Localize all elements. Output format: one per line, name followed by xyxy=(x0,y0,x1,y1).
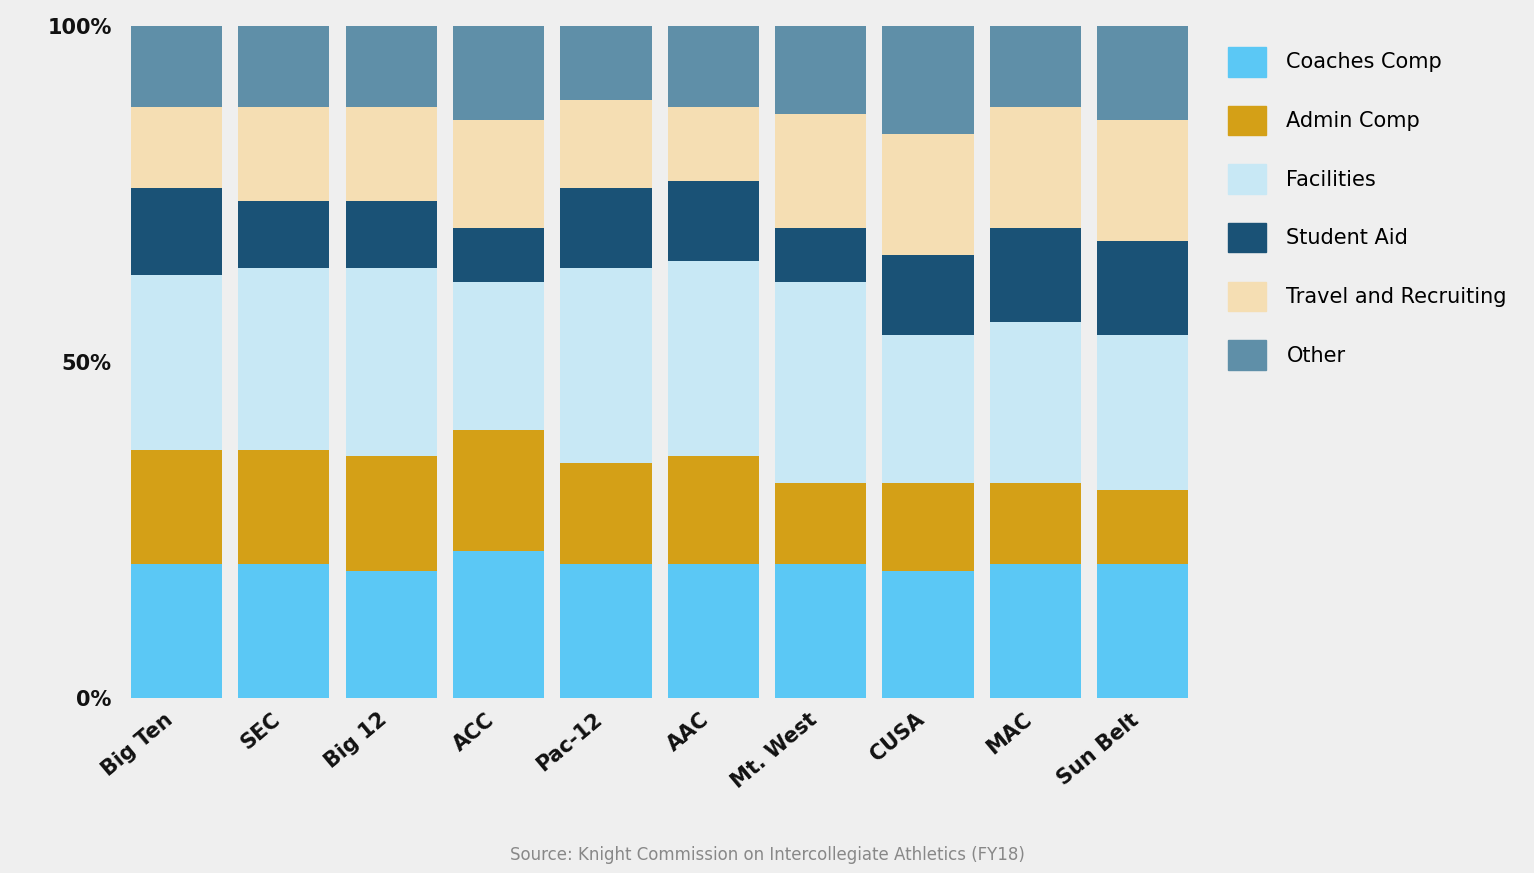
Bar xyxy=(989,322,1081,484)
Bar xyxy=(453,120,545,228)
Bar xyxy=(130,188,222,275)
Bar xyxy=(989,564,1081,698)
Bar xyxy=(882,335,974,484)
Bar xyxy=(130,275,222,450)
Bar xyxy=(130,450,222,564)
Bar xyxy=(560,100,652,188)
Bar xyxy=(130,564,222,698)
Bar xyxy=(560,188,652,268)
Bar xyxy=(560,268,652,463)
Bar xyxy=(345,26,437,107)
Bar xyxy=(882,255,974,335)
Bar xyxy=(989,228,1081,322)
Bar xyxy=(1097,564,1189,698)
Bar xyxy=(667,181,759,262)
Bar xyxy=(560,26,652,100)
Bar xyxy=(130,107,222,188)
Bar xyxy=(453,430,545,551)
Bar xyxy=(989,484,1081,564)
Bar xyxy=(882,134,974,255)
Bar xyxy=(775,113,867,228)
Bar xyxy=(453,228,545,282)
Bar xyxy=(1097,26,1189,120)
Bar xyxy=(667,26,759,107)
Bar xyxy=(238,26,330,107)
Bar xyxy=(453,282,545,430)
Bar xyxy=(667,564,759,698)
Bar xyxy=(775,484,867,564)
Bar xyxy=(775,282,867,484)
Bar xyxy=(882,484,974,571)
Bar xyxy=(775,26,867,113)
Bar xyxy=(775,564,867,698)
Bar xyxy=(1097,241,1189,335)
Bar xyxy=(453,551,545,698)
Text: Source: Knight Commission on Intercollegiate Athletics (FY18): Source: Knight Commission on Intercolleg… xyxy=(509,846,1025,864)
Bar xyxy=(238,201,330,268)
Bar xyxy=(560,463,652,564)
Bar xyxy=(882,571,974,698)
Bar xyxy=(345,571,437,698)
Bar xyxy=(238,450,330,564)
Bar xyxy=(345,201,437,268)
Bar xyxy=(345,457,437,571)
Bar xyxy=(238,107,330,201)
Bar xyxy=(1097,120,1189,241)
Bar xyxy=(345,268,437,457)
Bar xyxy=(1097,335,1189,490)
Bar xyxy=(667,107,759,181)
Bar xyxy=(989,107,1081,228)
Bar xyxy=(667,262,759,457)
Bar xyxy=(453,26,545,120)
Bar xyxy=(130,26,222,107)
Bar xyxy=(989,26,1081,107)
Bar xyxy=(775,228,867,282)
Bar xyxy=(560,564,652,698)
Bar xyxy=(238,564,330,698)
Bar xyxy=(238,268,330,450)
Legend: Coaches Comp, Admin Comp, Facilities, Student Aid, Travel and Recruiting, Other: Coaches Comp, Admin Comp, Facilities, St… xyxy=(1218,37,1517,380)
Bar xyxy=(882,26,974,134)
Bar xyxy=(1097,490,1189,564)
Bar xyxy=(345,107,437,201)
Bar xyxy=(667,457,759,564)
